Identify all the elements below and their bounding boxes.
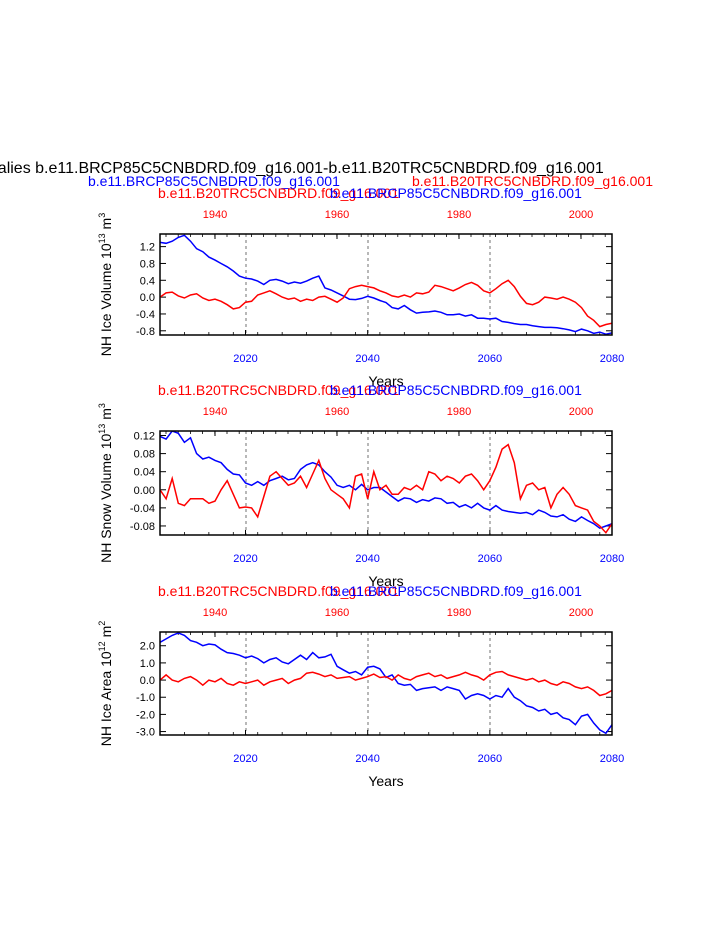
y-tick-label: 1.2 (140, 242, 155, 254)
plot-frame (159, 233, 613, 336)
plot-frame (159, 631, 613, 736)
y-tick-label: 0.00 (134, 485, 155, 497)
chart-panel-3: b.e11.B20TRC5CNBDRD.f09_g16.001b.e11.BRC… (97, 583, 624, 789)
y-tick-label: -3.0 (136, 727, 155, 739)
main-title: Anomalies b.e11.BRCP85C5CNBDRD.f09_g16.0… (0, 160, 604, 177)
y-tick-label: 1.0 (140, 658, 155, 670)
y-tick-label: -0.8 (136, 326, 155, 338)
x-axis-title: Years (368, 373, 403, 389)
top-label-blue: b.e11.BRCP85C5CNBDRD.f09_g16.001 (330, 382, 582, 398)
y-tick-label: 0.0 (140, 675, 155, 687)
x-tick-label: 2060 (478, 353, 502, 365)
top-label-red: b.e11.B20TRC5CNBDRD.f09_g16.001 (158, 185, 399, 201)
x-axis-title: Years (368, 573, 403, 589)
series-line-red (160, 279, 612, 328)
x-tick-label: 2060 (478, 753, 502, 765)
y-tick-label: -0.4 (136, 309, 155, 321)
x-tick-label: 2020 (233, 353, 257, 365)
chart-panel-2: b.e11.B20TRC5CNBDRD.f09_g16.001b.e11.BRC… (97, 382, 624, 589)
top-tick-label: 2000 (569, 209, 593, 221)
top-label-red: b.e11.B20TRC5CNBDRD.f09_g16.001 (158, 583, 399, 599)
y-tick-label: 0.4 (140, 275, 155, 287)
x-tick-label: 2080 (600, 753, 624, 765)
top-tick-label: 1960 (325, 406, 349, 418)
top-tick-label: 1960 (325, 209, 349, 221)
series-line-red (160, 670, 612, 697)
y-tick-label: -0.04 (130, 503, 155, 515)
y-tick-label: 0.04 (134, 467, 155, 479)
x-tick-label: 2040 (355, 553, 379, 565)
top-tick-label: 1980 (447, 607, 471, 619)
y-axis-title: NH Snow Volume 1013 m3 (97, 403, 114, 563)
y-tick-label: -2.0 (136, 709, 155, 721)
x-tick-label: 2040 (355, 753, 379, 765)
y-axis-title: NH Ice Area 1012 m2 (97, 621, 114, 747)
series-line-blue (160, 431, 612, 530)
top-tick-label: 2000 (569, 406, 593, 418)
x-tick-label: 2060 (478, 553, 502, 565)
subtitle-red: b.e11.B20TRC5CNBDRD.f09_g16.001 (412, 173, 653, 189)
x-tick-label: 2040 (355, 353, 379, 365)
chart-panel-1: b.e11.B20TRC5CNBDRD.f09_g16.001b.e11.BRC… (97, 185, 624, 389)
y-tick-label: -1.0 (136, 692, 155, 704)
y-tick-label: 0.8 (140, 258, 155, 270)
y-tick-label: 2.0 (140, 641, 155, 653)
y-tick-label: 0.08 (134, 449, 155, 461)
top-label-blue: b.e11.BRCP85C5CNBDRD.f09_g16.001 (330, 185, 582, 201)
top-tick-label: 2000 (569, 607, 593, 619)
y-tick-label: 0.12 (134, 431, 155, 443)
top-tick-label: 1940 (203, 209, 227, 221)
top-tick-label: 1940 (203, 607, 227, 619)
y-tick-label: 0.0 (140, 292, 155, 304)
series-line-blue (160, 632, 612, 735)
top-label-red: b.e11.B20TRC5CNBDRD.f09_g16.001 (158, 382, 399, 398)
top-tick-label: 1980 (447, 209, 471, 221)
x-tick-label: 2020 (233, 753, 257, 765)
plot-frame (159, 430, 613, 536)
x-tick-label: 2080 (600, 553, 624, 565)
x-tick-label: 2020 (233, 553, 257, 565)
top-tick-label: 1940 (203, 406, 227, 418)
top-label-blue: b.e11.BRCP85C5CNBDRD.f09_g16.001 (330, 583, 582, 599)
subtitle-blue: b.e11.BRCP85C5CNBDRD.f09_g16.001 (88, 173, 340, 189)
x-tick-label: 2080 (600, 353, 624, 365)
y-tick-label: -0.08 (130, 521, 155, 533)
top-tick-label: 1980 (447, 406, 471, 418)
y-axis-title: NH Ice Volume 1013 m3 (97, 213, 114, 356)
x-axis-title: Years (368, 773, 403, 789)
series-line-blue (160, 234, 612, 335)
top-tick-label: 1960 (325, 607, 349, 619)
series-line-red (160, 443, 612, 534)
